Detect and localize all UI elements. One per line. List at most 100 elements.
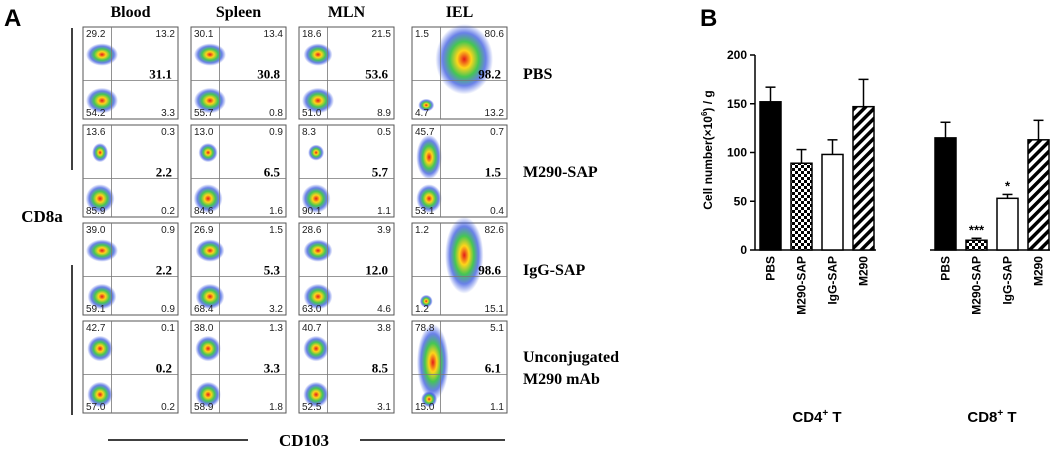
- y-tick-label: 100: [727, 146, 747, 160]
- group-label-text: T: [828, 409, 841, 426]
- quadrant-value: 45.7: [415, 127, 435, 138]
- quadrant-value: 4.7: [415, 108, 429, 119]
- cell-cloud: [416, 184, 442, 214]
- quadrant-value: 85.9: [86, 206, 106, 217]
- row-label: IgG-SAP: [523, 262, 585, 279]
- panel-label: A: [4, 5, 21, 32]
- y-label-superscript: 6: [700, 111, 709, 116]
- quadrant-value: 29.2: [86, 29, 106, 40]
- quadrant-value: 28.6: [302, 225, 322, 236]
- panel-label: B: [700, 5, 717, 32]
- cell-cloud: [303, 335, 329, 362]
- quadrant-value: 53.1: [415, 206, 435, 217]
- ratio-value: 98.6: [478, 263, 501, 278]
- bar: [821, 153, 844, 251]
- y-tick-label: 0: [740, 243, 747, 257]
- quadrant-value: 30.1: [194, 29, 214, 40]
- quadrant-value: 13.6: [86, 127, 106, 138]
- cell-cloud: [303, 381, 329, 408]
- cell-cloud: [303, 43, 333, 66]
- row-label-line: IgG-SAP: [523, 262, 585, 279]
- quadrant-value: 63.0: [302, 304, 322, 315]
- quadrant-value: 15.1: [485, 304, 505, 315]
- x-tick-label: PBS: [764, 256, 778, 281]
- y-axis-label: CD8a: [21, 207, 63, 226]
- cell-cloud: [445, 216, 484, 294]
- row-label-line: M290 mAb: [523, 371, 600, 388]
- quadrant-value: 1.2: [415, 225, 429, 236]
- bar: [934, 137, 957, 251]
- quadrant-value: 84.6: [194, 206, 214, 217]
- bar: [1027, 139, 1050, 251]
- quadrant-value: 0.4: [490, 206, 504, 217]
- group-label: CD8+ T: [967, 408, 1016, 426]
- cell-cloud: [303, 239, 333, 262]
- quadrant-value: 1.2: [415, 304, 429, 315]
- quadrant-value: 52.5: [302, 402, 322, 413]
- group-label-text: T: [1003, 409, 1016, 426]
- column-label: IEL: [446, 4, 474, 21]
- bar: [996, 197, 1019, 251]
- quadrant-value: 68.4: [194, 304, 214, 315]
- cell-cloud: [92, 143, 109, 163]
- x-tick-label: M290: [1032, 256, 1046, 286]
- cell-cloud: [303, 283, 333, 310]
- quadrant-value: 3.9: [377, 225, 391, 236]
- cell-cloud: [416, 324, 449, 401]
- cell-cloud: [195, 381, 221, 408]
- quadrant-value: 26.9: [194, 225, 214, 236]
- ratio-value: 12.0: [365, 263, 388, 278]
- bar: [759, 101, 782, 251]
- cell-cloud: [421, 391, 438, 408]
- x-axis-label: CD103: [279, 431, 329, 450]
- quadrant-value: 8.3: [302, 127, 316, 138]
- cell-cloud: [193, 184, 223, 214]
- quadrant-value: 1.5: [415, 29, 429, 40]
- cell-cloud: [195, 335, 221, 362]
- bar: [965, 239, 988, 251]
- significance-mark: *: [1005, 178, 1011, 193]
- quadrant-value: 1.6: [269, 206, 283, 217]
- ratio-value: 53.6: [365, 67, 388, 82]
- cell-cloud: [195, 239, 225, 262]
- row-label-line: M290-SAP: [523, 164, 598, 181]
- cell-cloud: [85, 184, 115, 214]
- cell-cloud: [308, 144, 325, 161]
- x-tick-label: IgG-SAP: [1001, 256, 1015, 305]
- quadrant-value: 90.1: [302, 206, 322, 217]
- quadrant-value: 0.3: [161, 127, 175, 138]
- cell-cloud: [194, 43, 226, 66]
- quadrant-value: 0.9: [269, 127, 283, 138]
- quadrant-value: 57.0: [86, 402, 106, 413]
- quadrant-value: 1.1: [377, 206, 391, 217]
- x-tick-label: IgG-SAP: [826, 256, 840, 305]
- ratio-value: 6.5: [264, 165, 281, 180]
- cell-cloud: [87, 335, 113, 362]
- ratio-value: 2.2: [156, 263, 172, 278]
- ratio-value: 98.2: [478, 67, 501, 82]
- ratio-value: 31.1: [149, 67, 172, 82]
- quadrant-value: 8.9: [377, 108, 391, 119]
- x-tick-label: M290-SAP: [795, 256, 809, 315]
- group-label-superscript: +: [997, 408, 1003, 419]
- group-label-text: CD8: [967, 409, 997, 426]
- row-label: M290-SAP: [523, 164, 598, 181]
- quadrant-value: 0.1: [161, 323, 175, 334]
- quadrant-value: 51.0: [302, 108, 322, 119]
- bar: [852, 105, 875, 251]
- quadrant-value: 13.0: [194, 127, 214, 138]
- cell-cloud: [86, 239, 118, 262]
- group-label-superscript: +: [822, 408, 828, 419]
- quadrant-value: 80.6: [485, 29, 505, 40]
- quadrant-value: 3.1: [377, 402, 391, 413]
- quadrant-value: 58.9: [194, 402, 214, 413]
- quadrant-value: 40.7: [302, 323, 322, 334]
- quadrant-value: 13.2: [485, 108, 505, 119]
- cell-cloud: [87, 283, 117, 310]
- quadrant-value: 3.2: [269, 304, 283, 315]
- cell-cloud: [87, 381, 113, 408]
- ratio-value: 2.2: [156, 165, 172, 180]
- column-label: MLN: [328, 4, 366, 21]
- significance-mark: ***: [969, 222, 985, 237]
- y-label-text: ) / g: [701, 90, 715, 111]
